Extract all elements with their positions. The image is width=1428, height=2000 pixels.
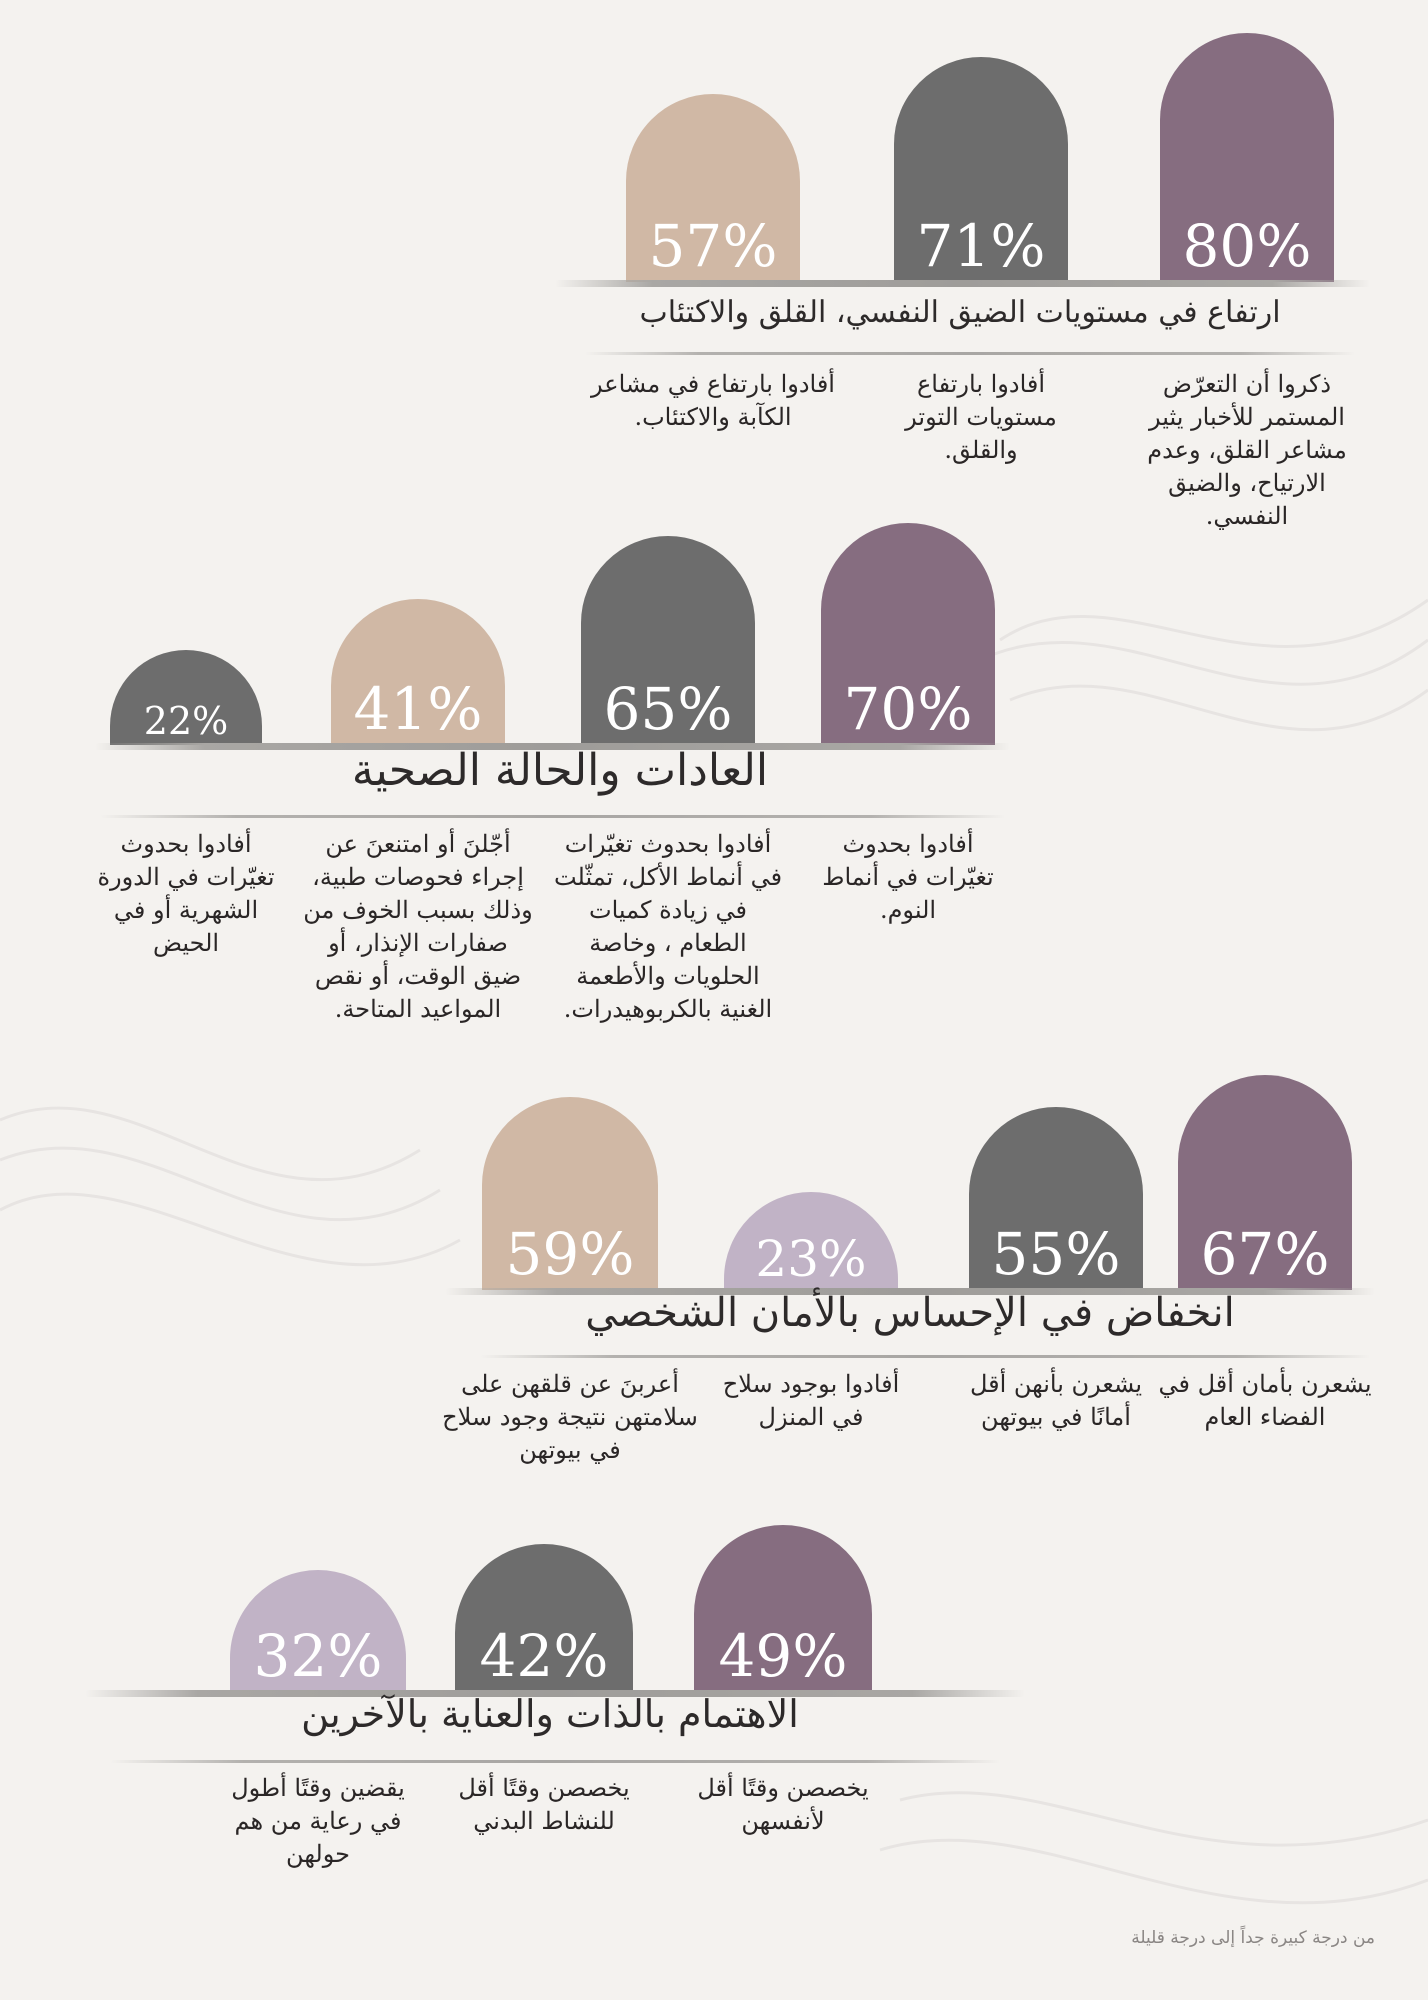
- bar-value-label: 65%: [603, 675, 733, 743]
- bar-value-label: 41%: [353, 674, 483, 743]
- title-underline: [100, 815, 1005, 818]
- bar: 65%: [581, 535, 755, 745]
- bar-description: أفادوا بارتفاع مستويات التوتر والقلق.: [905, 370, 1057, 464]
- bar-description: يخصصن وقتًا أقل لأنفسهن: [697, 1774, 869, 1835]
- bar-value-label: 22%: [143, 698, 229, 743]
- bar-value-label: 49%: [718, 1621, 848, 1690]
- bar: 41%: [331, 599, 505, 745]
- bar-description: أجّلنَ أو امتنعنَ عن إجراء فحوصات طبية، …: [303, 830, 533, 1023]
- bar: 59%: [482, 1096, 658, 1290]
- bar-description: أفادوا بارتفاع في مشاعر الكآبة والاكتئاب…: [591, 370, 835, 431]
- chart-title: الاهتمام بالذات والعناية بالآخرين: [301, 1692, 799, 1736]
- bar: 42%: [455, 1543, 633, 1692]
- bar: 49%: [694, 1525, 872, 1692]
- bar: 55%: [969, 1107, 1143, 1290]
- bar-value-label: 80%: [1182, 212, 1312, 280]
- bar-description: يشعرن بأمان أقل في الفضاء العام: [1158, 1370, 1372, 1431]
- chart-baseline: [85, 1690, 1025, 1697]
- chart-title: ارتفاع في مستويات الضيق النفسي، القلق وا…: [639, 295, 1281, 330]
- bar: 80%: [1160, 33, 1334, 282]
- bar: 70%: [821, 522, 995, 745]
- bar-value-label: 55%: [991, 1220, 1121, 1288]
- bar: 57%: [626, 93, 800, 282]
- chart-baseline: [95, 743, 1010, 750]
- bar-value-label: 32%: [253, 1621, 383, 1690]
- bar-description: يقضين وقتًا أطول في رعاية من هم حولهن: [231, 1774, 405, 1868]
- bar-description: أفادوا بوجود سلاح في المنزل: [722, 1370, 900, 1431]
- bar-description: أعربنَ عن قلقهن على سلامتهن نتيجة وجود س…: [442, 1370, 698, 1464]
- bar-description: أفادوا بحدوث تغيّرات في أنماط النوم.: [822, 830, 994, 924]
- chart-title: العادات والحالة الصحية: [351, 745, 769, 796]
- chart-baseline: [445, 1288, 1375, 1295]
- chart-baseline: [555, 280, 1370, 287]
- bar: 67%: [1178, 1075, 1352, 1290]
- bar-value-label: 70%: [843, 675, 973, 743]
- bar-value-label: 67%: [1200, 1219, 1330, 1288]
- bar-value-label: 71%: [916, 211, 1046, 280]
- bar-description: أفادوا بحدوث تغيّرات في أنماط الأكل، تمث…: [553, 830, 783, 1023]
- bar: 71%: [894, 56, 1068, 282]
- bar-description: ذكروا أن التعرّض المستمر للأخبار يثير مش…: [1147, 370, 1347, 530]
- bar-value-label: 57%: [648, 211, 778, 280]
- bar-value-label: 59%: [505, 1219, 635, 1288]
- title-underline: [585, 352, 1355, 355]
- bar-description: أفادوا بحدوث تغيّرات في الدورة الشهرية أ…: [97, 830, 275, 957]
- chart-title: انخفاض في الإحساس بالأمان الشخصي: [585, 1290, 1235, 1336]
- bar-description: يشعرن بأنهن أقل أمانًا في بيوتهن: [969, 1370, 1143, 1431]
- bar-value-label: 42%: [479, 1621, 609, 1690]
- bar-value-label: 23%: [755, 1229, 867, 1288]
- title-underline: [110, 1760, 1000, 1763]
- footnote: من درجة كبيرة جداً إلى درجة قليلة: [1131, 1928, 1375, 1948]
- title-underline: [480, 1355, 1370, 1358]
- bar-description: يخصصن وقتًا أقل للنشاط البدني: [458, 1774, 630, 1835]
